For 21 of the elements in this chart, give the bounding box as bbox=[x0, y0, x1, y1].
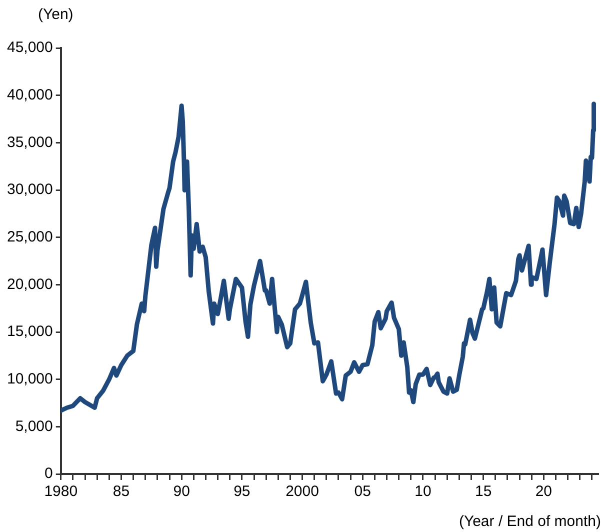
y-tick-label: 15,000 bbox=[6, 323, 53, 340]
x-tick-label: 90 bbox=[173, 483, 190, 500]
y-tick-label: 25,000 bbox=[6, 228, 53, 246]
y-tick-label: 45,000 bbox=[6, 39, 53, 56]
x-tick-label: 10 bbox=[414, 483, 432, 500]
y-tick-label: 30,000 bbox=[6, 181, 53, 198]
x-tick-label: 05 bbox=[354, 483, 371, 500]
y-tick-label: 10,000 bbox=[6, 370, 53, 388]
x-tick-label: 95 bbox=[234, 483, 250, 500]
x-tick-label: 1980 bbox=[44, 483, 78, 500]
x-axis-title: (Year / End of month) bbox=[458, 513, 601, 530]
x-tick-label: 15 bbox=[474, 483, 492, 500]
x-tick-label: 85 bbox=[112, 483, 130, 500]
y-axis-title: (Yen) bbox=[38, 6, 74, 23]
y-tick-label: 20,000 bbox=[6, 276, 53, 293]
y-tick-label: 0 bbox=[44, 465, 53, 482]
x-tick-label: 2000 bbox=[286, 483, 319, 500]
y-tick-label: 40,000 bbox=[6, 86, 53, 104]
y-tick-label: 5,000 bbox=[15, 418, 53, 435]
y-tick-label: 35,000 bbox=[6, 134, 53, 151]
x-tick-label: 20 bbox=[535, 483, 552, 500]
